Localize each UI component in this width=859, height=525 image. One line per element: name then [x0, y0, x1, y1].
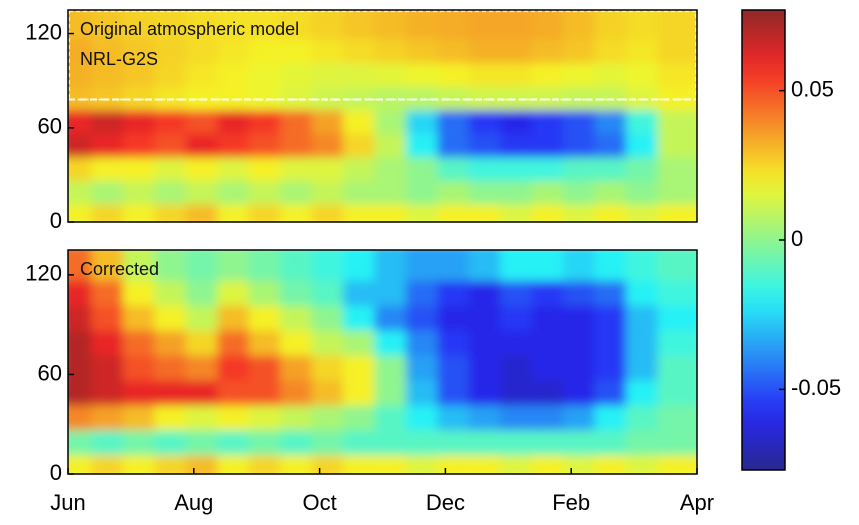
colorbar [741, 9, 786, 471]
x-tick-label: Apr [680, 490, 714, 515]
heatmap-cell [657, 10, 697, 40]
heatmap [68, 10, 697, 222]
annotation: Corrected [80, 259, 159, 279]
x-tick-label: Jun [50, 490, 85, 515]
colorbar-tick-label: -0.05 [791, 375, 841, 400]
heatmap-cell [657, 250, 697, 281]
y-tick-label: 60 [38, 114, 62, 139]
panel-frame [67, 9, 698, 223]
heatmap [68, 250, 697, 474]
heatmap-cells [68, 10, 697, 222]
colorbar-tick-label: 0 [791, 226, 803, 251]
annotation: Original atmospheric model [80, 19, 299, 39]
heatmap-cells [68, 250, 697, 474]
x-tick-label: Dec [426, 490, 465, 515]
x-tick-label: Oct [302, 490, 336, 515]
colorbar-tick-label: 0.05 [791, 76, 834, 101]
y-tick-label: 60 [38, 360, 62, 385]
panel-frame [67, 249, 698, 475]
y-tick-label: 120 [25, 19, 62, 44]
x-tick-label: Feb [552, 490, 590, 515]
y-tick-label: 0 [50, 460, 62, 485]
annotation: NRL-G2S [80, 49, 158, 69]
y-tick-label: 120 [25, 261, 62, 286]
y-tick-label: 0 [50, 208, 62, 233]
reference-box [68, 10, 697, 101]
x-tick-label: Aug [174, 490, 213, 515]
